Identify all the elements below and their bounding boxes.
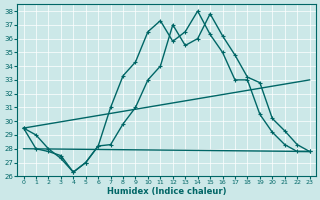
X-axis label: Humidex (Indice chaleur): Humidex (Indice chaleur) bbox=[107, 187, 226, 196]
